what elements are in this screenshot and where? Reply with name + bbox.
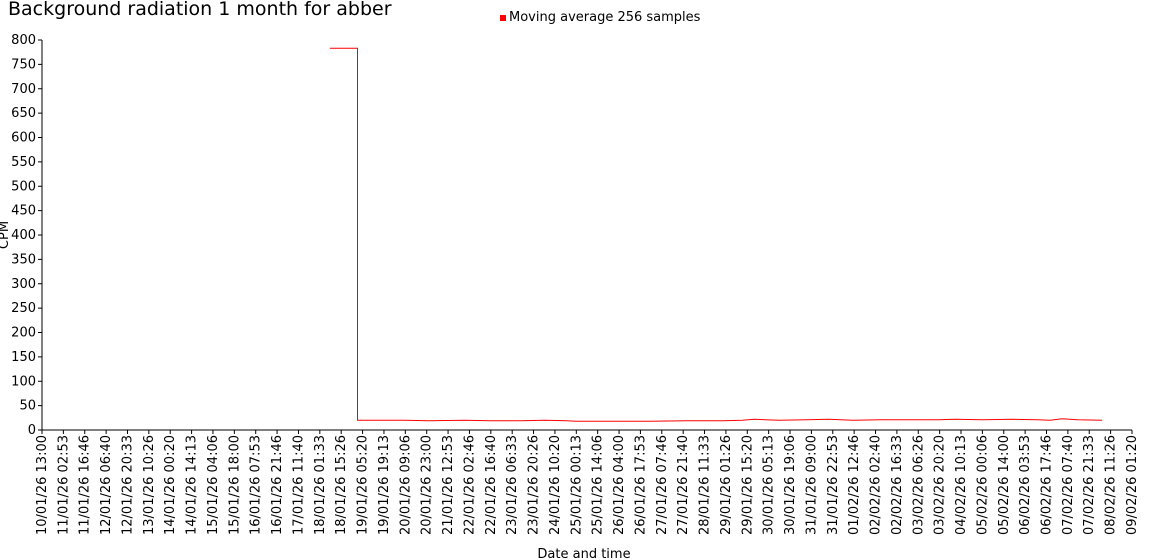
y-tick-label: 800 [11, 33, 36, 48]
y-tick-label: 0 [28, 423, 36, 438]
x-tick-label: 15/01/26 04:06 [206, 435, 221, 535]
x-tick-label: 20/01/26 09:06 [398, 435, 413, 535]
x-tick-label: 17/01/26 11:40 [291, 435, 306, 535]
y-tick-label: 100 [11, 374, 36, 389]
legend: Moving average 256 samples [500, 10, 700, 25]
x-tick-label: 25/01/26 00:13 [569, 435, 584, 535]
x-tick-label: 06/02/26 03:53 [1018, 435, 1033, 535]
x-tick-label: 29/01/26 15:20 [740, 435, 755, 535]
x-tick-label: 18/01/26 01:33 [313, 435, 328, 535]
y-tick-label: 650 [11, 106, 36, 121]
y-tick-label: 750 [11, 57, 36, 72]
y-tick-label: 300 [11, 277, 36, 292]
x-tick-label: 13/01/26 10:26 [142, 435, 157, 535]
y-tick-label: 700 [11, 82, 36, 97]
x-tick-label: 16/01/26 21:46 [270, 435, 285, 535]
x-tick-label: 24/01/26 10:20 [548, 435, 563, 535]
x-tick-label: 28/01/26 11:33 [698, 435, 713, 535]
x-tick-label: 12/01/26 20:33 [120, 435, 135, 535]
x-tick-label: 03/02/26 20:20 [933, 435, 948, 535]
x-tick-label: 26/01/26 04:00 [612, 435, 627, 535]
legend-label: Moving average 256 samples [509, 10, 701, 25]
series-line [329, 47, 1103, 422]
x-tick-label: 21/01/26 12:53 [441, 435, 456, 535]
x-tick-label: 11/01/26 16:46 [78, 435, 93, 535]
x-tick-label: 27/01/26 21:40 [676, 435, 691, 535]
x-tick-label: 20/01/26 23:00 [420, 435, 435, 535]
x-tick-label: 31/01/26 22:53 [826, 435, 841, 535]
x-tick-label: 14/01/26 14:13 [185, 435, 200, 535]
x-tick-label: 02/02/26 16:33 [890, 435, 905, 535]
x-tick-label: 08/02/26 11:26 [1104, 435, 1119, 535]
x-tick-label: 07/02/26 21:33 [1082, 435, 1097, 535]
x-tick-label: 25/01/26 14:06 [591, 435, 606, 535]
x-tick-label: 23/01/26 20:26 [527, 435, 542, 535]
x-tick-label: 09/02/26 01:20 [1125, 435, 1140, 535]
x-tick-label: 31/01/26 09:00 [804, 435, 819, 535]
y-tick-label: 350 [11, 252, 36, 267]
x-tick-label: 10/01/26 13:00 [35, 435, 50, 535]
y-tick-label: 550 [11, 155, 36, 170]
x-tick-label: 27/01/26 07:46 [655, 435, 670, 535]
x-tick-label: 22/01/26 16:40 [484, 435, 499, 535]
x-tick-label: 05/02/26 14:00 [997, 435, 1012, 535]
y-tick-label: 150 [11, 350, 36, 365]
y-tick-label: 400 [11, 228, 36, 243]
x-tick-label: 15/01/26 18:00 [227, 435, 242, 535]
y-tick-label: 50 [19, 399, 36, 414]
x-tick-label: 30/01/26 19:06 [783, 435, 798, 535]
x-tick-label: 14/01/26 00:20 [163, 435, 178, 535]
x-tick-label: 23/01/26 06:33 [505, 435, 520, 535]
x-tick-label: 26/01/26 17:53 [633, 435, 648, 535]
x-tick-label: 19/01/26 19:13 [377, 435, 392, 535]
x-tick-label: 04/02/26 10:13 [954, 435, 969, 535]
y-axis-label: CPM [0, 221, 12, 249]
y-tick-label: 200 [11, 326, 36, 341]
x-tick-label: 01/02/26 12:46 [847, 435, 862, 535]
legend-swatch [500, 14, 506, 21]
y-tick-label: 250 [11, 301, 36, 316]
x-tick-label: 03/02/26 06:26 [911, 435, 926, 535]
x-tick-label: 06/02/26 17:46 [1039, 435, 1054, 535]
x-tick-label: 30/01/26 05:13 [762, 435, 777, 535]
x-tick-label: 16/01/26 07:53 [249, 435, 264, 535]
x-axis-label: Date and time [537, 547, 630, 560]
x-tick-label: 18/01/26 15:26 [334, 435, 349, 535]
chart-title: Background radiation 1 month for abber [8, 0, 392, 20]
x-tick-label: 12/01/26 06:40 [99, 435, 114, 535]
x-tick-label: 02/02/26 02:40 [869, 435, 884, 535]
x-tick-label: 29/01/26 01:26 [719, 435, 734, 535]
x-tick-label: 05/02/26 00:06 [975, 435, 990, 535]
x-tick-label: 22/01/26 02:46 [462, 435, 477, 535]
x-tick-label: 07/02/26 07:40 [1061, 435, 1076, 535]
x-tick-label: 19/01/26 05:20 [356, 435, 371, 535]
y-tick-label: 500 [11, 179, 36, 194]
y-tick-label: 450 [11, 204, 36, 219]
y-tick-label: 600 [11, 131, 36, 146]
x-tick-label: 11/01/26 02:53 [56, 435, 71, 535]
